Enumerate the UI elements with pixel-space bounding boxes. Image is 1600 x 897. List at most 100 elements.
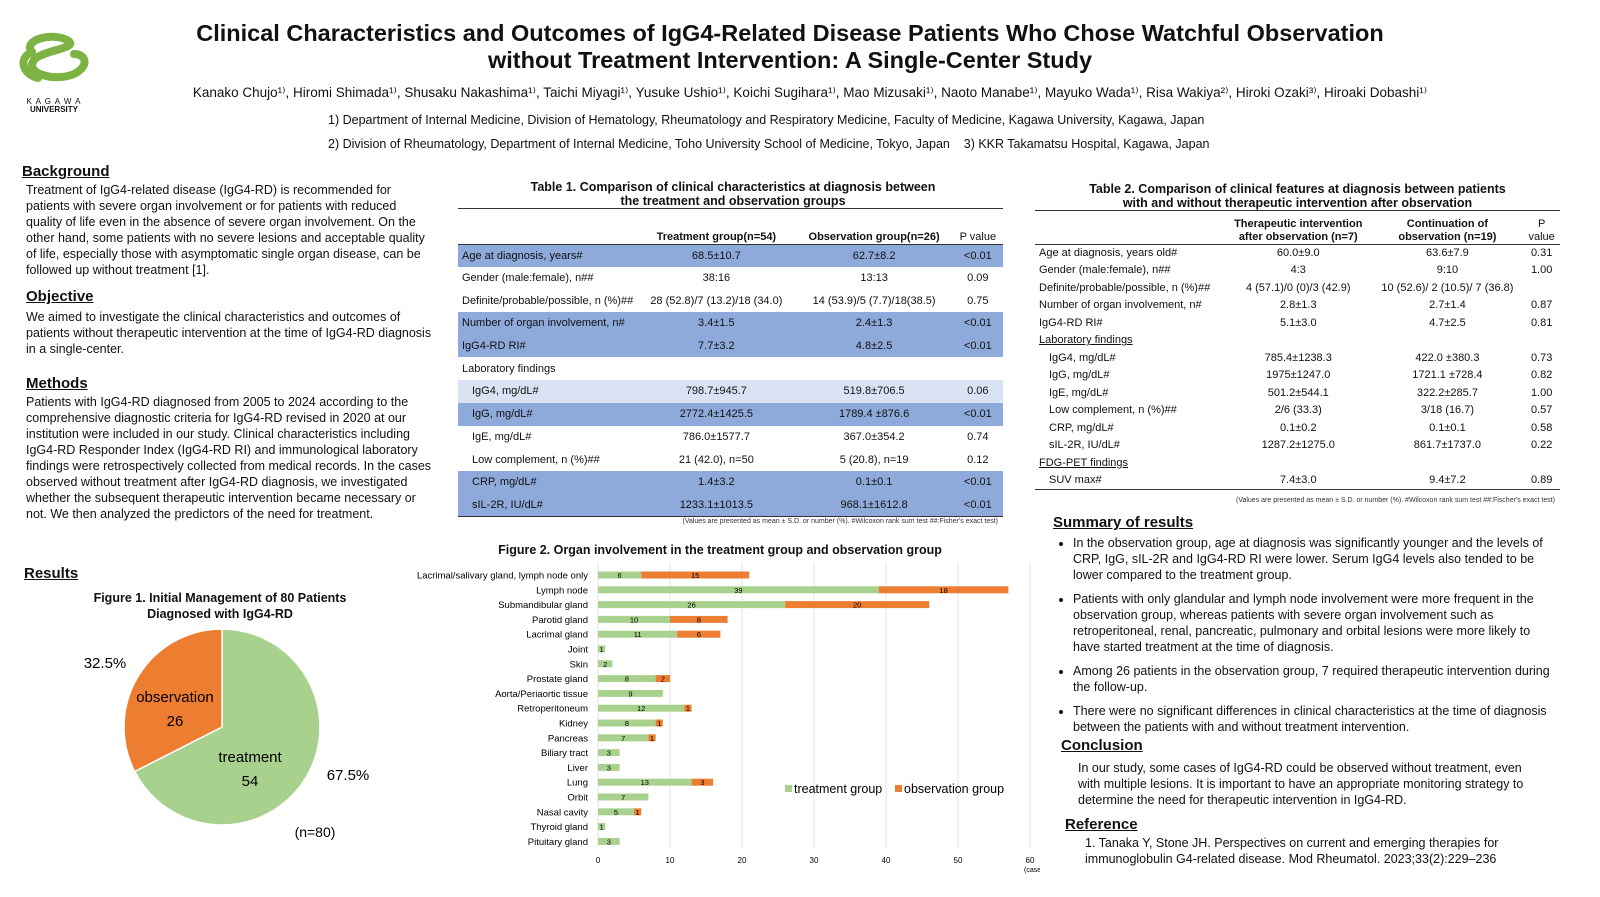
- legend-swatch: [785, 785, 792, 792]
- bar-data-label: 3: [607, 837, 611, 846]
- table-cell: SUV max#: [1049, 474, 1102, 486]
- table-cell: CRP, mg/dL#: [1049, 421, 1114, 434]
- table-cell: 519.8±706.5: [843, 385, 905, 398]
- bar-data-label: 15: [691, 571, 699, 580]
- table-row: Laboratory findings: [458, 357, 1003, 380]
- table-cell: 1975±1247.0: [1266, 369, 1331, 382]
- table-cell: 0.1±0.2: [1279, 421, 1317, 434]
- table-cell: 2.7±1.4: [1429, 299, 1466, 312]
- summary-item: In the observation group, age at diagnos…: [1073, 535, 1553, 583]
- bar-treatment: [598, 645, 606, 653]
- table1-note: (Values are presented as mean ± S.D. or …: [682, 518, 998, 525]
- table-row: sIL-2R, IU/dL# 1233.1±1013.5 968.1±1612.8 <…: [458, 493, 1003, 517]
- bar-observation: [641, 571, 750, 579]
- table-cell: <0.01: [963, 476, 992, 489]
- bar-data-label: 2: [603, 660, 607, 669]
- title-line-1: Clinical Characteristics and Outcomes of…: [196, 20, 1384, 46]
- x-tick-label: 0: [596, 856, 601, 865]
- table-header-row: Therapeutic intervention after observati…: [1035, 214, 1560, 245]
- table-cell: IgG, mg/dL#: [1049, 369, 1110, 382]
- table-cell: Gender (male:female), n##: [1039, 264, 1171, 277]
- bar-treatment: [598, 571, 642, 579]
- pie-label-observation: observation: [136, 689, 214, 706]
- table-cell: Age at diagnosis, years#: [462, 249, 583, 262]
- table-cell: IgG4, mg/dL#: [472, 385, 539, 398]
- table-cell: 0.1±0.1: [855, 476, 893, 489]
- conclusion-heading: Conclusion: [1061, 737, 1143, 754]
- table-cell: 1287.2±1275.0: [1261, 439, 1335, 452]
- table-cell: Definite/probable/possible, n (%)##: [1039, 281, 1211, 294]
- table-row: IgE, mg/dL# 786.0±1577.7 367.0±354.2 0.74: [458, 426, 1003, 449]
- table-cell: 60.0±9.0: [1276, 247, 1320, 259]
- category-label: Parotid gland: [532, 615, 588, 626]
- bar-data-label: 1: [686, 704, 690, 713]
- bar-treatment: [598, 660, 613, 668]
- bar-data-label: 6: [618, 571, 622, 580]
- bar-data-label: 12: [637, 704, 645, 713]
- table-cell: 0.09: [967, 272, 989, 285]
- table1-title: Table 1. Comparison of clinical characte…: [530, 180, 936, 208]
- bar-treatment: [598, 808, 634, 816]
- table-cell: 0.1±0.1: [1429, 421, 1466, 434]
- table-cell: [637, 357, 795, 380]
- figure2-title: Figure 2. Organ involvement in the treat…: [498, 543, 942, 557]
- bar-treatment: [598, 749, 620, 757]
- table-cell: Number of organ involvement, n#: [462, 317, 625, 330]
- table2-note: (Values are presented as mean ± S.D. or …: [1235, 497, 1555, 504]
- bar-treatment: [598, 704, 685, 712]
- table-cell: 0.74: [967, 430, 989, 443]
- table-cell: <0.01: [963, 498, 992, 511]
- pie-note: (n=80): [295, 824, 336, 840]
- bar-observation: [670, 615, 728, 623]
- background-text: Treatment of IgG4-related disease (IgG4-…: [26, 183, 425, 277]
- table-cell: [1372, 332, 1524, 350]
- table-cell: 28 (52.8)/7 (13.2)/18 (34.0): [650, 294, 783, 307]
- table-row: Definite/probable/possible, n (%)## 4 (57…: [1035, 279, 1560, 297]
- bar-treatment: [598, 586, 879, 594]
- table-cell: 9:10: [1436, 264, 1459, 277]
- table-cell: IgG4, mg/dL#: [1049, 351, 1116, 364]
- table-row: Gender (male:female), n## 38:16 13:13 0.09: [458, 267, 1003, 290]
- conclusion-section: Conclusion In our study, some cases of I…: [1061, 737, 1541, 808]
- table-cell: 1233.1±1013.5: [679, 498, 754, 511]
- bar-data-label: 26: [687, 601, 695, 610]
- table-cell: Laboratory findings: [462, 362, 556, 375]
- table-cell: [1523, 454, 1560, 472]
- table1: Treatment group(n=54) Observation group(n…: [458, 228, 1003, 517]
- bar-data-label: 1: [636, 808, 640, 817]
- table-row: Age at diagnosis, years# 68.5±10.7 62.7±8.…: [458, 244, 1003, 267]
- table-header-row: Treatment group(n=54) Observation group(n…: [458, 228, 1003, 245]
- table-cell: IgG4-RD RI#: [462, 340, 526, 353]
- bar-data-label: 8: [625, 719, 629, 728]
- conclusion-text: In our study, some cases of IgG4-RD coul…: [1078, 761, 1524, 807]
- table-cell: 2.8±1.3: [1279, 299, 1317, 312]
- table-cell: 322.2±285.7: [1416, 386, 1478, 399]
- category-label: Thyroid gland: [530, 822, 588, 833]
- table-cell: 7.7±3.2: [698, 340, 735, 353]
- title-line-2: without Treatment Intervention: A Single…: [487, 47, 1093, 73]
- table-cell: sIL-2R, IU/dL#: [472, 498, 543, 511]
- table-cell: 422.0 ±380.3: [1415, 351, 1480, 364]
- table-cell: 0.12: [967, 453, 989, 466]
- bar-treatment: [598, 689, 663, 697]
- x-axis-label: (cases): [1024, 867, 1040, 874]
- table-row: Definite/probable/possible, n (%)## 28 (5…: [458, 289, 1003, 312]
- table-row: IgG, mg/dL# 1975±1247.0 1721.1 ±728.4 0.82: [1035, 367, 1560, 385]
- column-header: Observation group(n=26): [795, 228, 953, 245]
- bar-observation: [677, 630, 721, 638]
- table-cell: 4.7±2.5: [1429, 316, 1466, 329]
- bar-data-label: 1: [600, 645, 604, 654]
- category-label: Biliary tract: [541, 748, 588, 759]
- table-cell: IgG, mg/dL#: [472, 408, 533, 421]
- table-row: CRP, mg/dL# 1.4±3.2 0.1±0.1 <0.01: [458, 470, 1003, 494]
- table-cell: 10 (52.6)/ 2 (10.5)/ 7 (36.8): [1381, 281, 1514, 294]
- table-row: IgE, mg/dL# 501.2±544.1 322.2±285.7 1.00: [1035, 384, 1560, 402]
- summary-item: Among 26 patients in the observation gro…: [1073, 663, 1553, 695]
- table-row: Low complement, n (%)## 2/6 (33.3) 3/18 (1…: [1035, 402, 1560, 420]
- table-cell: 1.00: [1530, 264, 1553, 277]
- summary-section: Summary of results In the observation gr…: [1053, 514, 1553, 743]
- figure1-title: Figure 1. Initial Management of 80 Patie…: [93, 591, 347, 621]
- bar-data-label: 3: [607, 763, 611, 772]
- category-label: Prostate gland: [527, 674, 588, 685]
- table-cell: [1225, 332, 1372, 350]
